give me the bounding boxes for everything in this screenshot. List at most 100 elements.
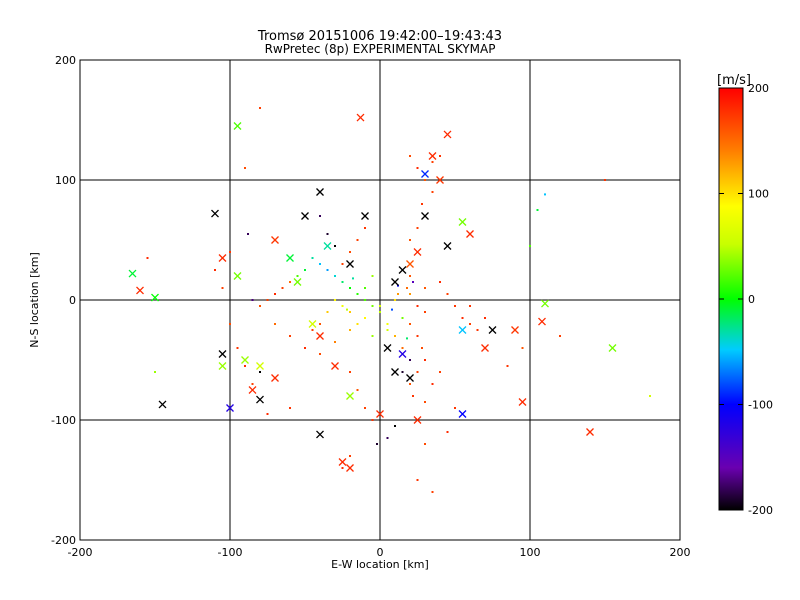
data-point-dot (469, 323, 471, 325)
data-point-dot (326, 233, 329, 235)
data-point-dot (431, 161, 434, 163)
data-point-dot (352, 277, 354, 280)
data-point-cross (316, 430, 324, 439)
data-point-dot (409, 293, 411, 295)
colorbar-tick-label: -200 (748, 504, 773, 517)
data-point-dot (251, 299, 254, 301)
data-point-dot (296, 275, 299, 277)
data-point-dot (334, 299, 336, 301)
data-point-dot (409, 155, 411, 157)
data-point-cross (286, 254, 294, 262)
data-point-dot (146, 257, 149, 259)
data-point-dot (409, 275, 411, 277)
data-point-cross (413, 416, 422, 424)
data-point-dot (356, 239, 359, 241)
data-point-cross (586, 428, 594, 436)
x-tick-label: 100 (520, 546, 541, 559)
data-point-dot (521, 347, 524, 349)
data-point-cross (256, 395, 264, 404)
data-point-cross (421, 212, 429, 220)
data-point-cross (316, 188, 324, 196)
data-point-cross (398, 350, 407, 358)
data-point-dot (311, 257, 314, 259)
data-point-cross (218, 362, 227, 370)
data-point-dot (469, 305, 471, 307)
data-point-dot (364, 227, 366, 229)
data-point-cross (481, 344, 489, 352)
data-point-dot (349, 311, 351, 313)
data-point-dot (289, 281, 291, 283)
data-point-cross (406, 374, 414, 382)
data-point-dot (259, 107, 261, 109)
data-point-dot (409, 383, 411, 385)
data-point-cross (331, 362, 339, 370)
data-point-dot (394, 335, 396, 337)
data-point-dot (386, 323, 389, 325)
data-point-dot (431, 383, 434, 385)
y-tick-label: -200 (51, 534, 76, 547)
data-point-dot (274, 293, 276, 295)
data-point-dot (259, 371, 261, 373)
data-point-dot (424, 179, 426, 181)
data-point-dot (266, 413, 269, 415)
data-point-dot (446, 431, 449, 433)
data-point-dot (401, 347, 404, 349)
data-point-dot (281, 287, 284, 289)
colorbar-tick-label: 0 (748, 293, 755, 306)
data-point-dot (536, 209, 539, 211)
data-point-dot (431, 491, 434, 493)
data-point-dot (349, 251, 351, 253)
data-point-dot (379, 305, 381, 307)
data-point-cross (518, 398, 527, 406)
data-point-dot (319, 353, 321, 355)
data-point-cross (346, 464, 354, 472)
data-point-dot (371, 305, 374, 307)
data-point-dot (349, 287, 351, 289)
data-point-cross (538, 317, 546, 326)
data-point-dot (421, 203, 423, 205)
data-point-dot (397, 293, 399, 295)
data-point-dot (431, 191, 434, 193)
data-point-dot (416, 227, 419, 229)
data-point-cross (376, 410, 384, 418)
chart-title: Tromsø 20151006 19:42:00–19:43:43 (257, 29, 502, 44)
data-point-cross (346, 260, 354, 268)
axis-ticks: -200 -100 0 100 200 -200 -100 0 100 200 (51, 54, 690, 559)
data-point-dot (461, 317, 464, 319)
data-point-cross (316, 332, 324, 340)
data-point-dot (304, 269, 306, 271)
data-point-dot (406, 287, 408, 289)
data-point-dot (424, 359, 426, 361)
data-point-cross (356, 113, 365, 122)
data-point-dot (341, 281, 344, 283)
data-point-dot (259, 305, 261, 307)
data-point-dot (341, 467, 344, 469)
data-point-cross (398, 266, 407, 274)
data-point-dot (334, 275, 336, 277)
data-point-dot (379, 311, 381, 313)
data-point-cross (361, 212, 369, 220)
data-point-dot (244, 365, 246, 367)
data-point-dot (244, 167, 246, 169)
data-point-dot (416, 479, 419, 481)
data-point-dot (409, 359, 411, 361)
data-point-dot (416, 335, 419, 337)
data-point-dot (376, 443, 378, 445)
data-point-cross (466, 230, 474, 238)
data-point-dot (319, 215, 321, 217)
data-point-cross (128, 269, 137, 278)
data-point-dot (454, 305, 456, 307)
data-point-dot (346, 308, 348, 311)
data-point-dot (311, 329, 314, 331)
data-point-cross (421, 170, 429, 178)
data-point-dot (289, 335, 291, 337)
data-point-dot (559, 335, 561, 337)
data-point-dot (386, 437, 389, 439)
data-point-dot (229, 323, 231, 325)
data-point-dot (364, 407, 366, 409)
data-point-dot (484, 317, 486, 319)
data-point-dot (364, 287, 366, 289)
data-point-cross (271, 374, 279, 382)
data-point-dot (439, 281, 441, 283)
data-point-cross (428, 152, 437, 160)
